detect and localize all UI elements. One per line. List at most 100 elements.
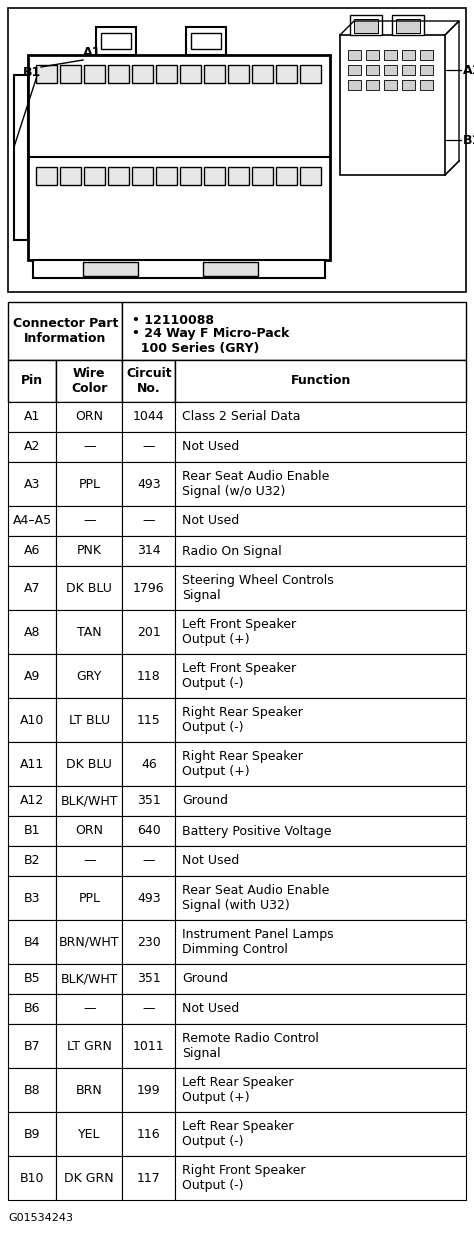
- Bar: [402, 50, 415, 60]
- Bar: [56, 1156, 122, 1199]
- Text: BLK/WHT: BLK/WHT: [61, 973, 118, 985]
- Bar: [56, 361, 122, 402]
- Bar: [122, 994, 175, 1024]
- Text: 1044: 1044: [133, 411, 164, 423]
- Text: 351: 351: [137, 795, 161, 808]
- Bar: [204, 65, 225, 83]
- Bar: [122, 816, 175, 846]
- Bar: [108, 167, 129, 185]
- Text: PPL: PPL: [78, 477, 100, 491]
- Bar: [420, 50, 433, 60]
- Bar: [350, 15, 382, 35]
- Bar: [56, 610, 122, 654]
- Bar: [175, 816, 466, 846]
- Text: A11: A11: [20, 757, 44, 770]
- Bar: [122, 1024, 175, 1068]
- Text: DK GRN: DK GRN: [64, 1172, 114, 1184]
- Bar: [366, 65, 379, 75]
- Bar: [28, 55, 330, 260]
- Text: ORN: ORN: [75, 825, 103, 838]
- Text: —: —: [83, 855, 96, 868]
- Bar: [8, 610, 56, 654]
- Bar: [175, 994, 466, 1024]
- Bar: [8, 964, 56, 994]
- Text: A12: A12: [463, 64, 474, 76]
- Bar: [56, 846, 122, 876]
- Bar: [8, 1068, 56, 1112]
- Text: A7: A7: [24, 581, 40, 595]
- Bar: [175, 1024, 466, 1068]
- Bar: [228, 65, 249, 83]
- Bar: [122, 654, 175, 699]
- Text: Steering Wheel Controls
Signal: Steering Wheel Controls Signal: [182, 573, 334, 602]
- Bar: [122, 536, 175, 566]
- Bar: [8, 536, 56, 566]
- Text: GRY: GRY: [77, 670, 102, 682]
- Bar: [96, 28, 136, 55]
- Bar: [348, 50, 361, 60]
- Text: A6: A6: [24, 545, 40, 557]
- Text: Left Front Speaker
Output (+): Left Front Speaker Output (+): [182, 618, 296, 646]
- Bar: [175, 506, 466, 536]
- Bar: [156, 65, 177, 83]
- Text: DK BLU: DK BLU: [66, 757, 112, 770]
- Text: B2: B2: [24, 855, 40, 868]
- Bar: [276, 65, 297, 83]
- Bar: [56, 506, 122, 536]
- Text: 1796: 1796: [133, 581, 164, 595]
- Bar: [348, 80, 361, 90]
- Bar: [8, 302, 122, 361]
- Bar: [180, 167, 201, 185]
- Text: —: —: [83, 1003, 96, 1015]
- Text: Right Rear Speaker
Output (+): Right Rear Speaker Output (+): [182, 750, 303, 777]
- Text: B12: B12: [463, 134, 474, 146]
- Text: Class 2 Serial Data: Class 2 Serial Data: [182, 411, 301, 423]
- Bar: [122, 1156, 175, 1199]
- Bar: [203, 262, 258, 275]
- Bar: [402, 65, 415, 75]
- Bar: [175, 786, 466, 816]
- Text: 351: 351: [137, 973, 161, 985]
- Text: A10: A10: [20, 714, 44, 726]
- Text: Right Rear Speaker
Output (-): Right Rear Speaker Output (-): [182, 706, 303, 734]
- Bar: [384, 65, 397, 75]
- Bar: [56, 876, 122, 920]
- Text: 116: 116: [137, 1128, 161, 1141]
- Bar: [132, 65, 153, 83]
- Bar: [276, 167, 297, 185]
- Text: Not Used: Not Used: [182, 855, 239, 868]
- Bar: [56, 699, 122, 742]
- Bar: [175, 846, 466, 876]
- Text: A3: A3: [24, 477, 40, 491]
- Text: ORN: ORN: [75, 411, 103, 423]
- Text: Left Rear Speaker
Output (-): Left Rear Speaker Output (-): [182, 1121, 294, 1148]
- Text: B1: B1: [24, 825, 40, 838]
- Bar: [36, 167, 57, 185]
- Text: Not Used: Not Used: [182, 441, 239, 453]
- Text: Function: Function: [291, 374, 351, 388]
- Text: Rear Seat Audio Enable
Signal (with U32): Rear Seat Audio Enable Signal (with U32): [182, 884, 329, 911]
- Bar: [56, 402, 122, 432]
- Bar: [175, 1112, 466, 1156]
- Bar: [56, 994, 122, 1024]
- Text: A9: A9: [24, 670, 40, 682]
- Bar: [56, 654, 122, 699]
- Text: B1: B1: [23, 65, 41, 79]
- Bar: [228, 167, 249, 185]
- Bar: [122, 699, 175, 742]
- Text: —: —: [83, 515, 96, 527]
- Bar: [354, 19, 378, 33]
- Text: 230: 230: [137, 935, 161, 949]
- Text: 201: 201: [137, 626, 161, 639]
- Text: PPL: PPL: [78, 891, 100, 904]
- Text: Rear Seat Audio Enable
Signal (w/o U32): Rear Seat Audio Enable Signal (w/o U32): [182, 470, 329, 498]
- Bar: [83, 262, 138, 275]
- Bar: [8, 506, 56, 536]
- Bar: [122, 920, 175, 964]
- Bar: [56, 920, 122, 964]
- Bar: [396, 19, 420, 33]
- Text: G01534243: G01534243: [8, 1213, 73, 1223]
- Bar: [180, 65, 201, 83]
- Text: B10: B10: [20, 1172, 44, 1184]
- Text: B9: B9: [24, 1128, 40, 1141]
